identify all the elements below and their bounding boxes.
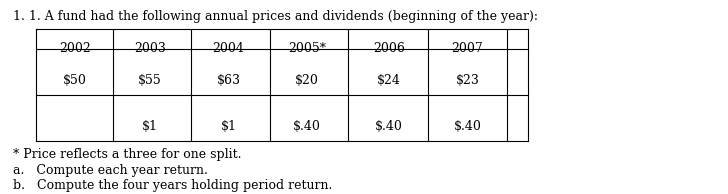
Text: $24: $24: [377, 74, 401, 87]
Text: 2005*: 2005*: [288, 42, 326, 55]
Text: $.40: $.40: [293, 120, 321, 133]
Text: $50: $50: [63, 74, 87, 87]
Text: $.40: $.40: [454, 120, 481, 133]
Text: b.   Compute the four years holding period return.: b. Compute the four years holding period…: [13, 179, 333, 192]
Text: a.   Compute each year return.: a. Compute each year return.: [13, 164, 208, 177]
Text: $63: $63: [216, 74, 240, 87]
Text: * Price reflects a three for one split.: * Price reflects a three for one split.: [13, 148, 242, 161]
Text: $1: $1: [142, 120, 158, 133]
Text: $1: $1: [221, 120, 237, 133]
Text: $.40: $.40: [375, 120, 403, 133]
Text: 2007: 2007: [451, 42, 483, 55]
Text: $55: $55: [138, 74, 162, 87]
Text: 2006: 2006: [373, 42, 405, 55]
Text: 2004: 2004: [213, 42, 245, 55]
Text: $20: $20: [295, 74, 319, 87]
Text: $23: $23: [456, 74, 479, 87]
Text: 1. 1. A fund had the following annual prices and dividends (beginning of the yea: 1. 1. A fund had the following annual pr…: [13, 10, 538, 23]
Text: 2002: 2002: [59, 42, 91, 55]
Text: 2003: 2003: [134, 42, 166, 55]
